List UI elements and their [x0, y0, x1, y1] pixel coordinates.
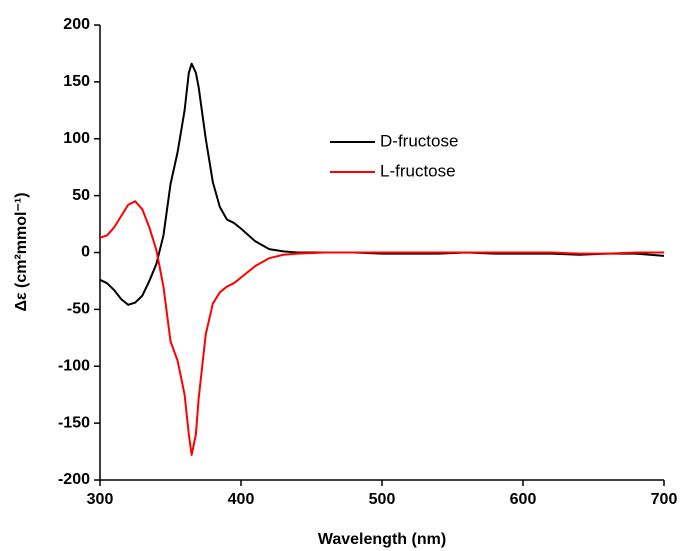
y-tick-label: 0	[81, 244, 90, 261]
y-tick-label: -100	[58, 357, 90, 374]
legend-label: L-fructose	[380, 161, 456, 180]
y-tick-label: -200	[58, 471, 90, 488]
x-tick-label: 500	[369, 491, 396, 508]
y-axis-title: Δε (cm²mmol⁻¹)	[13, 192, 30, 311]
y-tick-label: -150	[58, 414, 90, 431]
y-tick-label: -50	[67, 301, 90, 318]
x-tick-label: 300	[87, 491, 114, 508]
x-tick-label: 700	[651, 491, 678, 508]
x-tick-label: 600	[510, 491, 537, 508]
y-tick-label: 150	[63, 73, 90, 90]
data-line	[99, 62, 665, 306]
y-tick-label: 100	[63, 130, 90, 147]
y-tick-label: 50	[72, 187, 90, 204]
legend-label: D-fructose	[380, 131, 458, 150]
x-tick-label: 400	[228, 491, 255, 508]
x-axis-title: Wavelength (nm)	[318, 531, 446, 548]
y-tick-label: 200	[63, 16, 90, 33]
data-line	[99, 200, 664, 456]
